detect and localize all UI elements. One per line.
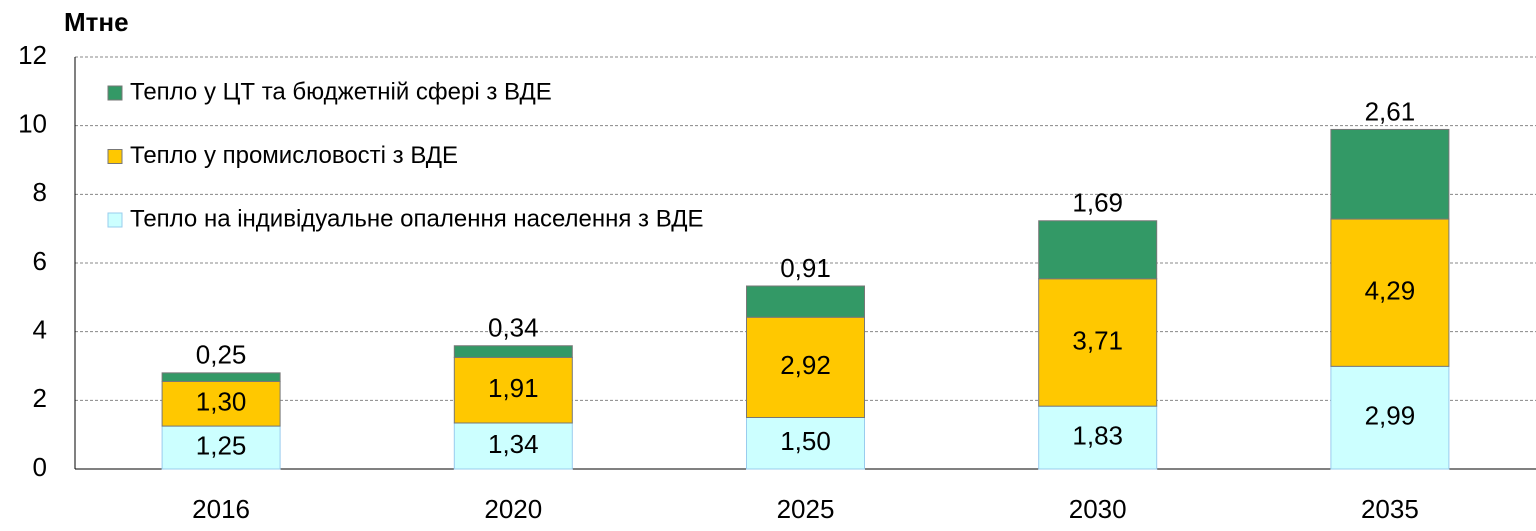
y-axis-label: Мтне: [64, 7, 129, 37]
data-label: 1,34: [488, 429, 539, 459]
data-label: 1,50: [780, 426, 831, 456]
legend-swatch: [107, 85, 123, 101]
x-tick-label: 2025: [777, 494, 835, 524]
bar-segment: [746, 417, 865, 470]
legend-swatch: [107, 212, 123, 228]
bar-segment: [746, 316, 865, 419]
legend-label: Тепло у ЦТ та бюджетній сфері з ВДЕ: [130, 78, 552, 105]
data-label: 1,91: [488, 373, 539, 403]
bar-segment: [1330, 365, 1450, 470]
bar-segment: [1038, 405, 1158, 470]
legend-swatch: [107, 149, 123, 164]
y-tick-label: 2: [33, 383, 47, 413]
x-tick-label: 2016: [192, 494, 250, 524]
bar-segment: [161, 425, 281, 470]
bar-segment: [161, 380, 281, 427]
data-label: 0,25: [196, 340, 247, 370]
bar-segment: [161, 372, 281, 382]
legend-label: Тепло на індивідуальне опалення населенн…: [130, 205, 703, 232]
data-label: 1,83: [1072, 420, 1123, 450]
bar-segment: [1038, 278, 1158, 407]
data-label: 2,61: [1365, 96, 1416, 126]
y-tick-label: 6: [33, 246, 47, 276]
bar-segment: [453, 345, 573, 358]
data-label: 4,29: [1365, 276, 1416, 306]
data-label: 0,34: [488, 313, 539, 343]
x-tick-label: 2030: [1069, 494, 1127, 524]
bar-segment: [1330, 128, 1450, 220]
bar-segment: [746, 285, 865, 318]
y-tick-label: 8: [33, 177, 47, 207]
bar-segment: [1038, 220, 1158, 280]
y-tick-label: 0: [33, 452, 47, 482]
bar-segment: [1330, 218, 1450, 367]
legend-label: Тепло у промисловості з ВДЕ: [130, 142, 458, 169]
y-tick-label: 10: [18, 109, 47, 139]
y-tick-label: 4: [33, 315, 47, 345]
data-label: 0,91: [780, 253, 831, 283]
bar-segment: [453, 422, 573, 470]
data-label: 1,25: [196, 430, 247, 460]
y-tick-label: 12: [18, 40, 47, 70]
data-label: 2,92: [780, 350, 831, 380]
x-tick-label: 2035: [1361, 494, 1419, 524]
data-label: 1,69: [1072, 188, 1123, 218]
x-tick-label: 2020: [484, 494, 542, 524]
data-label: 2,99: [1365, 401, 1416, 431]
data-label: 3,71: [1072, 325, 1123, 355]
data-label: 1,30: [196, 387, 247, 417]
